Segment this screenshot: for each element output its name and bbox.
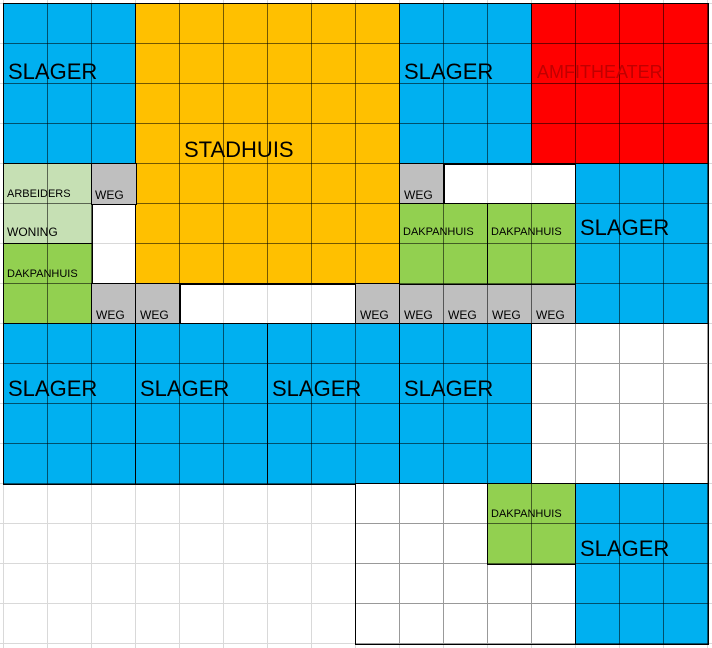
slager-label: SLAGER (404, 376, 494, 401)
dakpanhuis-block-2: DAKPANHUIS (399, 203, 489, 285)
dakpanhuis-label: DAKPANHUIS (403, 226, 474, 238)
stadhuis-label: STADHUIS (184, 137, 294, 162)
slager-block-1: SLAGER (3, 3, 137, 165)
slager-label: SLAGER (140, 376, 230, 401)
dakpanhuis-label: DAKPANHUIS (7, 268, 78, 280)
amfitheater-label: AMFITHEATER (537, 62, 663, 82)
slager-block-8: SLAGER (575, 483, 709, 645)
slager-label: SLAGER (404, 59, 494, 84)
dakpanhuis-label: DAKPANHUIS (491, 226, 562, 238)
empty-plot (531, 323, 709, 485)
weg-label: WEG (448, 308, 477, 322)
dakpanhuis-block-3: DAKPANHUIS (487, 203, 577, 285)
slager-label: SLAGER (580, 536, 670, 561)
slager-label: SLAGER (272, 376, 362, 401)
slager-block-5: SLAGER (135, 323, 269, 485)
slager-label: SLAGER (580, 215, 670, 240)
weg-label: WEG (404, 188, 433, 202)
weg-label: WEG (95, 188, 124, 202)
weg-label: WEG (404, 308, 433, 322)
slager-block-7: SLAGER (399, 323, 533, 485)
weg-label: WEG (360, 308, 389, 322)
arbeiderswoning-block: ARBEIDERS WONING (3, 163, 93, 245)
slager-block-4: SLAGER (3, 323, 137, 485)
slager-block-3: SLAGER (575, 163, 709, 325)
dakpanhuis-block-4: DAKPANHUIS (487, 483, 577, 565)
woning-label: WONING (7, 225, 58, 239)
weg-label: WEG (492, 308, 521, 322)
weg-block: WEG (91, 283, 137, 325)
arbeiders-label: ARBEIDERS (7, 188, 71, 200)
dakpanhuis-label: DAKPANHUIS (491, 508, 562, 520)
amfitheater-block: AMFITHEATER (531, 3, 709, 165)
weg-label: WEG (96, 308, 125, 322)
weg-block: WEG (91, 163, 137, 205)
weg-label: WEG (140, 308, 169, 322)
weg-block: WEG (399, 163, 445, 205)
slager-label: SLAGER (8, 376, 98, 401)
dakpanhuis-block-1: DAKPANHUIS (3, 243, 93, 325)
slager-block-6: SLAGER (267, 323, 401, 485)
weg-block: WEG (135, 283, 181, 325)
stadhuis-block: STADHUIS (135, 3, 401, 285)
empty-cells (443, 163, 577, 205)
slager-label: SLAGER (8, 59, 98, 84)
weg-block: WEG WEG WEG WEG (399, 283, 577, 325)
weg-label: WEG (536, 308, 565, 322)
slager-block-2: SLAGER (399, 3, 533, 165)
weg-block: WEG (355, 283, 401, 325)
empty-road-segment (179, 283, 357, 325)
